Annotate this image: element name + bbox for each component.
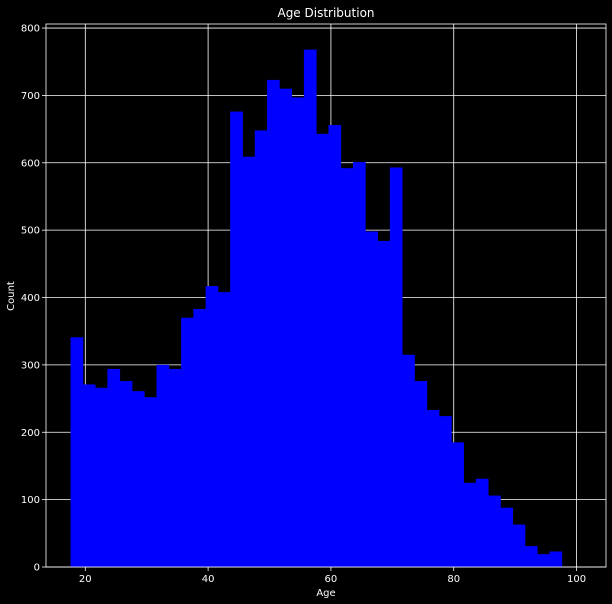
- histogram-bar: [402, 354, 415, 567]
- histogram-bar: [267, 79, 280, 567]
- histogram-bar: [414, 381, 428, 567]
- histogram-bar: [365, 231, 378, 567]
- histogram-bar: [353, 162, 366, 567]
- histogram-bar: [217, 292, 231, 567]
- histogram-bar: [156, 364, 170, 567]
- histogram-bar: [463, 482, 477, 567]
- chart-title: Age Distribution: [277, 6, 374, 20]
- histogram-bar: [549, 551, 563, 567]
- histogram-bar: [119, 381, 133, 567]
- histogram-bar: [107, 368, 121, 567]
- histogram-bar: [181, 317, 194, 567]
- histogram-bar: [230, 111, 243, 568]
- x-axis-ticks: 20 40 60 80 100: [79, 567, 586, 585]
- histogram-bar: [377, 240, 391, 567]
- y-axis-label: Count: [6, 281, 17, 311]
- x-tick-label: 40: [202, 574, 215, 585]
- histogram-bar: [303, 49, 317, 568]
- axes-frame: [45, 23, 607, 568]
- histogram-bar: [328, 125, 342, 567]
- y-tick-label: 300: [21, 360, 40, 371]
- x-tick-label: 100: [567, 574, 586, 585]
- histogram-bar: [316, 133, 329, 567]
- y-tick-label: 600: [21, 158, 40, 169]
- histogram-bar: [95, 387, 108, 567]
- histogram-bar: [537, 554, 550, 567]
- histogram-bar: [70, 337, 84, 567]
- histogram-bar: [193, 308, 207, 567]
- x-axis-label: Age: [316, 588, 335, 599]
- histogram-bar: [451, 442, 464, 567]
- y-tick-label: 700: [21, 91, 40, 102]
- histogram-bar: [426, 410, 440, 567]
- histogram-bar: [524, 546, 538, 567]
- histogram-bar: [242, 156, 256, 567]
- histogram-bar: [500, 507, 514, 567]
- y-tick-label: 400: [21, 293, 40, 304]
- histogram-bar: [512, 524, 526, 567]
- histogram-bar: [168, 368, 182, 567]
- histogram-bar: [254, 130, 268, 568]
- x-tick-label: 80: [447, 574, 460, 585]
- y-tick-label: 800: [21, 24, 40, 35]
- histogram-bar: [131, 391, 145, 567]
- plot-frame: [45, 23, 607, 568]
- x-tick-label: 60: [325, 574, 338, 585]
- histogram-bar: [144, 397, 157, 567]
- y-tick-label: 0: [34, 563, 40, 574]
- histogram-bars: [70, 49, 563, 568]
- x-tick-label: 20: [79, 574, 92, 585]
- histogram-bar: [389, 167, 403, 568]
- y-axis-ticks: 0 100 200 300 400 500 600 700 800: [21, 24, 46, 574]
- y-tick-label: 100: [21, 495, 40, 506]
- histogram-bar: [291, 97, 305, 568]
- histogram-bar: [488, 495, 501, 567]
- histogram-bar: [340, 168, 354, 568]
- histogram-bar: [438, 416, 452, 567]
- histogram-bar: [82, 384, 96, 567]
- histogram-bar: [279, 88, 293, 568]
- y-tick-label: 200: [21, 428, 40, 439]
- histogram-bar: [475, 478, 489, 567]
- histogram-bar: [205, 286, 219, 567]
- y-tick-label: 500: [21, 226, 40, 237]
